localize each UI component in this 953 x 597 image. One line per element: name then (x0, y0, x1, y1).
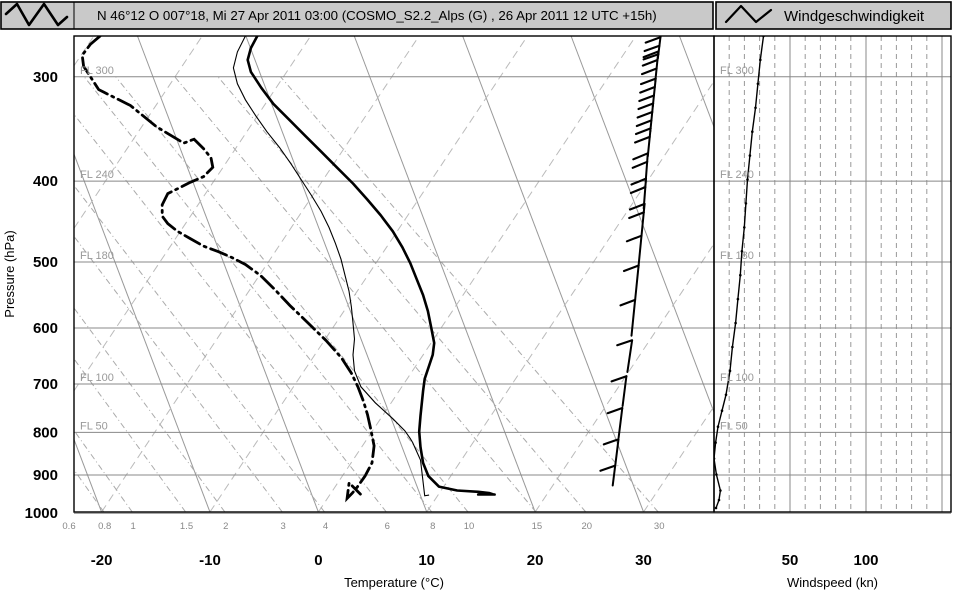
svg-text:0: 0 (314, 552, 322, 569)
svg-text:8: 8 (430, 521, 435, 532)
svg-text:FL 100: FL 100 (720, 372, 754, 384)
svg-text:600: 600 (33, 320, 58, 337)
svg-text:900: 900 (33, 467, 58, 484)
svg-text:100: 100 (853, 552, 878, 569)
svg-text:-20: -20 (91, 552, 113, 569)
svg-text:10: 10 (418, 552, 435, 569)
svg-text:FL 50: FL 50 (80, 420, 108, 432)
svg-text:2: 2 (223, 521, 228, 532)
svg-text:FL 240: FL 240 (80, 169, 114, 181)
svg-text:10: 10 (464, 521, 475, 532)
svg-text:0.6: 0.6 (62, 521, 75, 532)
svg-text:0.8: 0.8 (98, 521, 111, 532)
svg-text:500: 500 (33, 254, 58, 271)
svg-text:15: 15 (532, 521, 543, 532)
svg-text:800: 800 (33, 424, 58, 441)
svg-text:20: 20 (582, 521, 593, 532)
svg-text:20: 20 (527, 552, 544, 569)
svg-text:1: 1 (130, 521, 135, 532)
svg-text:FL 180: FL 180 (80, 250, 114, 262)
svg-text:1.5: 1.5 (180, 521, 193, 532)
svg-text:Windspeed (kn): Windspeed (kn) (787, 575, 878, 590)
svg-text:30: 30 (654, 521, 665, 532)
svg-text:700: 700 (33, 376, 58, 393)
svg-text:6: 6 (385, 521, 390, 532)
svg-text:30: 30 (635, 552, 652, 569)
svg-text:3: 3 (281, 521, 286, 532)
svg-text:50: 50 (782, 552, 799, 569)
svg-text:FL 50: FL 50 (720, 420, 748, 432)
svg-text:300: 300 (33, 69, 58, 86)
svg-text:400: 400 (33, 173, 58, 190)
svg-text:Temperature (°C): Temperature (°C) (344, 575, 444, 590)
svg-text:1000: 1000 (25, 505, 58, 522)
svg-text:N 46°12 O 007°18, Mi 27 Apr 20: N 46°12 O 007°18, Mi 27 Apr 2011 03:00 (… (97, 8, 657, 23)
svg-text:FL 300: FL 300 (80, 65, 114, 77)
svg-text:FL 300: FL 300 (720, 65, 754, 77)
svg-text:Windgeschwindigkeit: Windgeschwindigkeit (784, 8, 925, 25)
svg-text:Pressure (hPa): Pressure (hPa) (2, 230, 17, 317)
svg-text:4: 4 (323, 521, 328, 532)
svg-text:-10: -10 (199, 552, 221, 569)
svg-text:FL 180: FL 180 (720, 250, 754, 262)
svg-text:FL 240: FL 240 (720, 169, 754, 181)
svg-text:FL 100: FL 100 (80, 372, 114, 384)
